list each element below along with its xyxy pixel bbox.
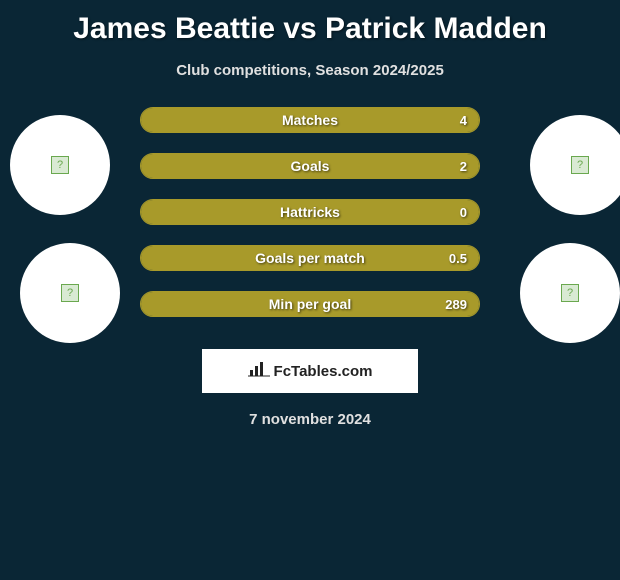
stat-value: 2 xyxy=(460,159,467,174)
stat-label: Min per goal xyxy=(269,296,351,312)
player-left-photo: ? xyxy=(20,243,120,343)
date-label: 7 november 2024 xyxy=(0,411,620,428)
player-right-club-logo: ? xyxy=(530,115,620,215)
stat-label: Goals per match xyxy=(255,250,365,266)
stat-value: 0.5 xyxy=(449,251,467,266)
stat-label: Hattricks xyxy=(280,204,340,220)
chart-icon xyxy=(248,360,270,383)
stat-bar-matches: Matches 4 xyxy=(140,107,480,133)
stat-value: 289 xyxy=(445,297,467,312)
stat-value: 4 xyxy=(460,113,467,128)
stat-bar-goals: Goals 2 xyxy=(140,153,480,179)
player-left-club-logo: ? xyxy=(10,115,110,215)
stat-bar-goals-per-match: Goals per match 0.5 xyxy=(140,245,480,271)
player-right-photo: ? xyxy=(520,243,620,343)
page-title: James Beattie vs Patrick Madden xyxy=(0,0,620,46)
stat-bar-hattricks: Hattricks 0 xyxy=(140,199,480,225)
stat-label: Matches xyxy=(282,112,338,128)
subtitle: Club competitions, Season 2024/2025 xyxy=(0,62,620,79)
stat-bar-min-per-goal: Min per goal 289 xyxy=(140,291,480,317)
image-placeholder-icon: ? xyxy=(561,284,579,302)
stats-bars: Matches 4 Goals 2 Hattricks 0 Goals per … xyxy=(140,107,480,337)
source-text: FcTables.com xyxy=(274,363,373,380)
source-badge: FcTables.com xyxy=(202,349,418,393)
stat-value: 0 xyxy=(460,205,467,220)
comparison-area: ? ? ? ? Matches 4 Goals 2 Hattricks 0 Go… xyxy=(0,107,620,337)
image-placeholder-icon: ? xyxy=(61,284,79,302)
image-placeholder-icon: ? xyxy=(571,156,589,174)
stat-label: Goals xyxy=(291,158,330,174)
image-placeholder-icon: ? xyxy=(51,156,69,174)
